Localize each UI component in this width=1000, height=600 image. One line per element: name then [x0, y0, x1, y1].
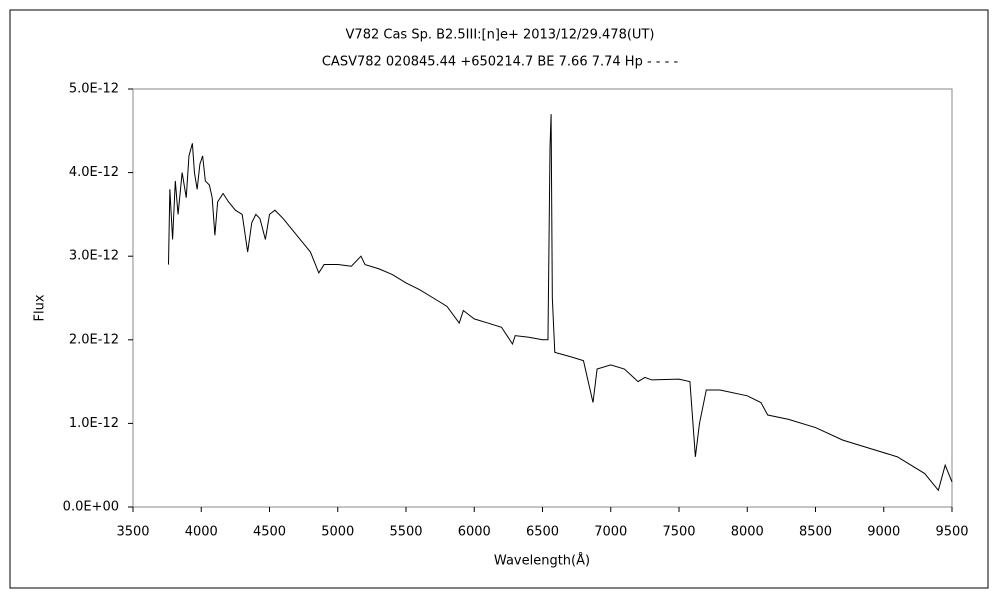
x-tick-label: 4000	[185, 525, 218, 540]
y-tick-label: 1.0E-12	[69, 416, 119, 431]
x-tick-label: 3500	[116, 525, 149, 540]
x-tick-label: 6500	[526, 525, 559, 540]
x-tick-label: 7500	[662, 525, 695, 540]
chart-title: V782 Cas Sp. B2.5III:[n]e+ 2013/12/29.47…	[346, 28, 655, 43]
x-tick-label: 5000	[321, 525, 354, 540]
x-tick-label: 8500	[799, 525, 832, 540]
y-tick-label: 4.0E-12	[69, 165, 119, 180]
y-tick-label: 2.0E-12	[69, 332, 119, 347]
plot-frame	[132, 88, 953, 508]
x-axis-label: Wavelength(Å)	[494, 553, 590, 569]
chart-subtitle: CASV782 020845.44 +650214.7 BE 7.66 7.74…	[322, 55, 679, 70]
x-tick-label: 9000	[867, 525, 900, 540]
x-tick-label: 6000	[458, 525, 491, 540]
spectrum-line	[167, 114, 953, 492]
x-tick-label: 5500	[389, 525, 422, 540]
x-tick-label: 9500	[935, 525, 968, 540]
y-axis-label: Flux	[33, 294, 48, 321]
x-tick-label: 7000	[594, 525, 627, 540]
x-tick-label: 8000	[731, 525, 764, 540]
y-tick-label: 0.0E+00	[63, 500, 119, 515]
chart-frame	[9, 9, 989, 589]
x-tick-label: 4500	[253, 525, 286, 540]
y-tick-label: 3.0E-12	[69, 249, 119, 264]
y-tick-label: 5.0E-12	[69, 82, 119, 97]
